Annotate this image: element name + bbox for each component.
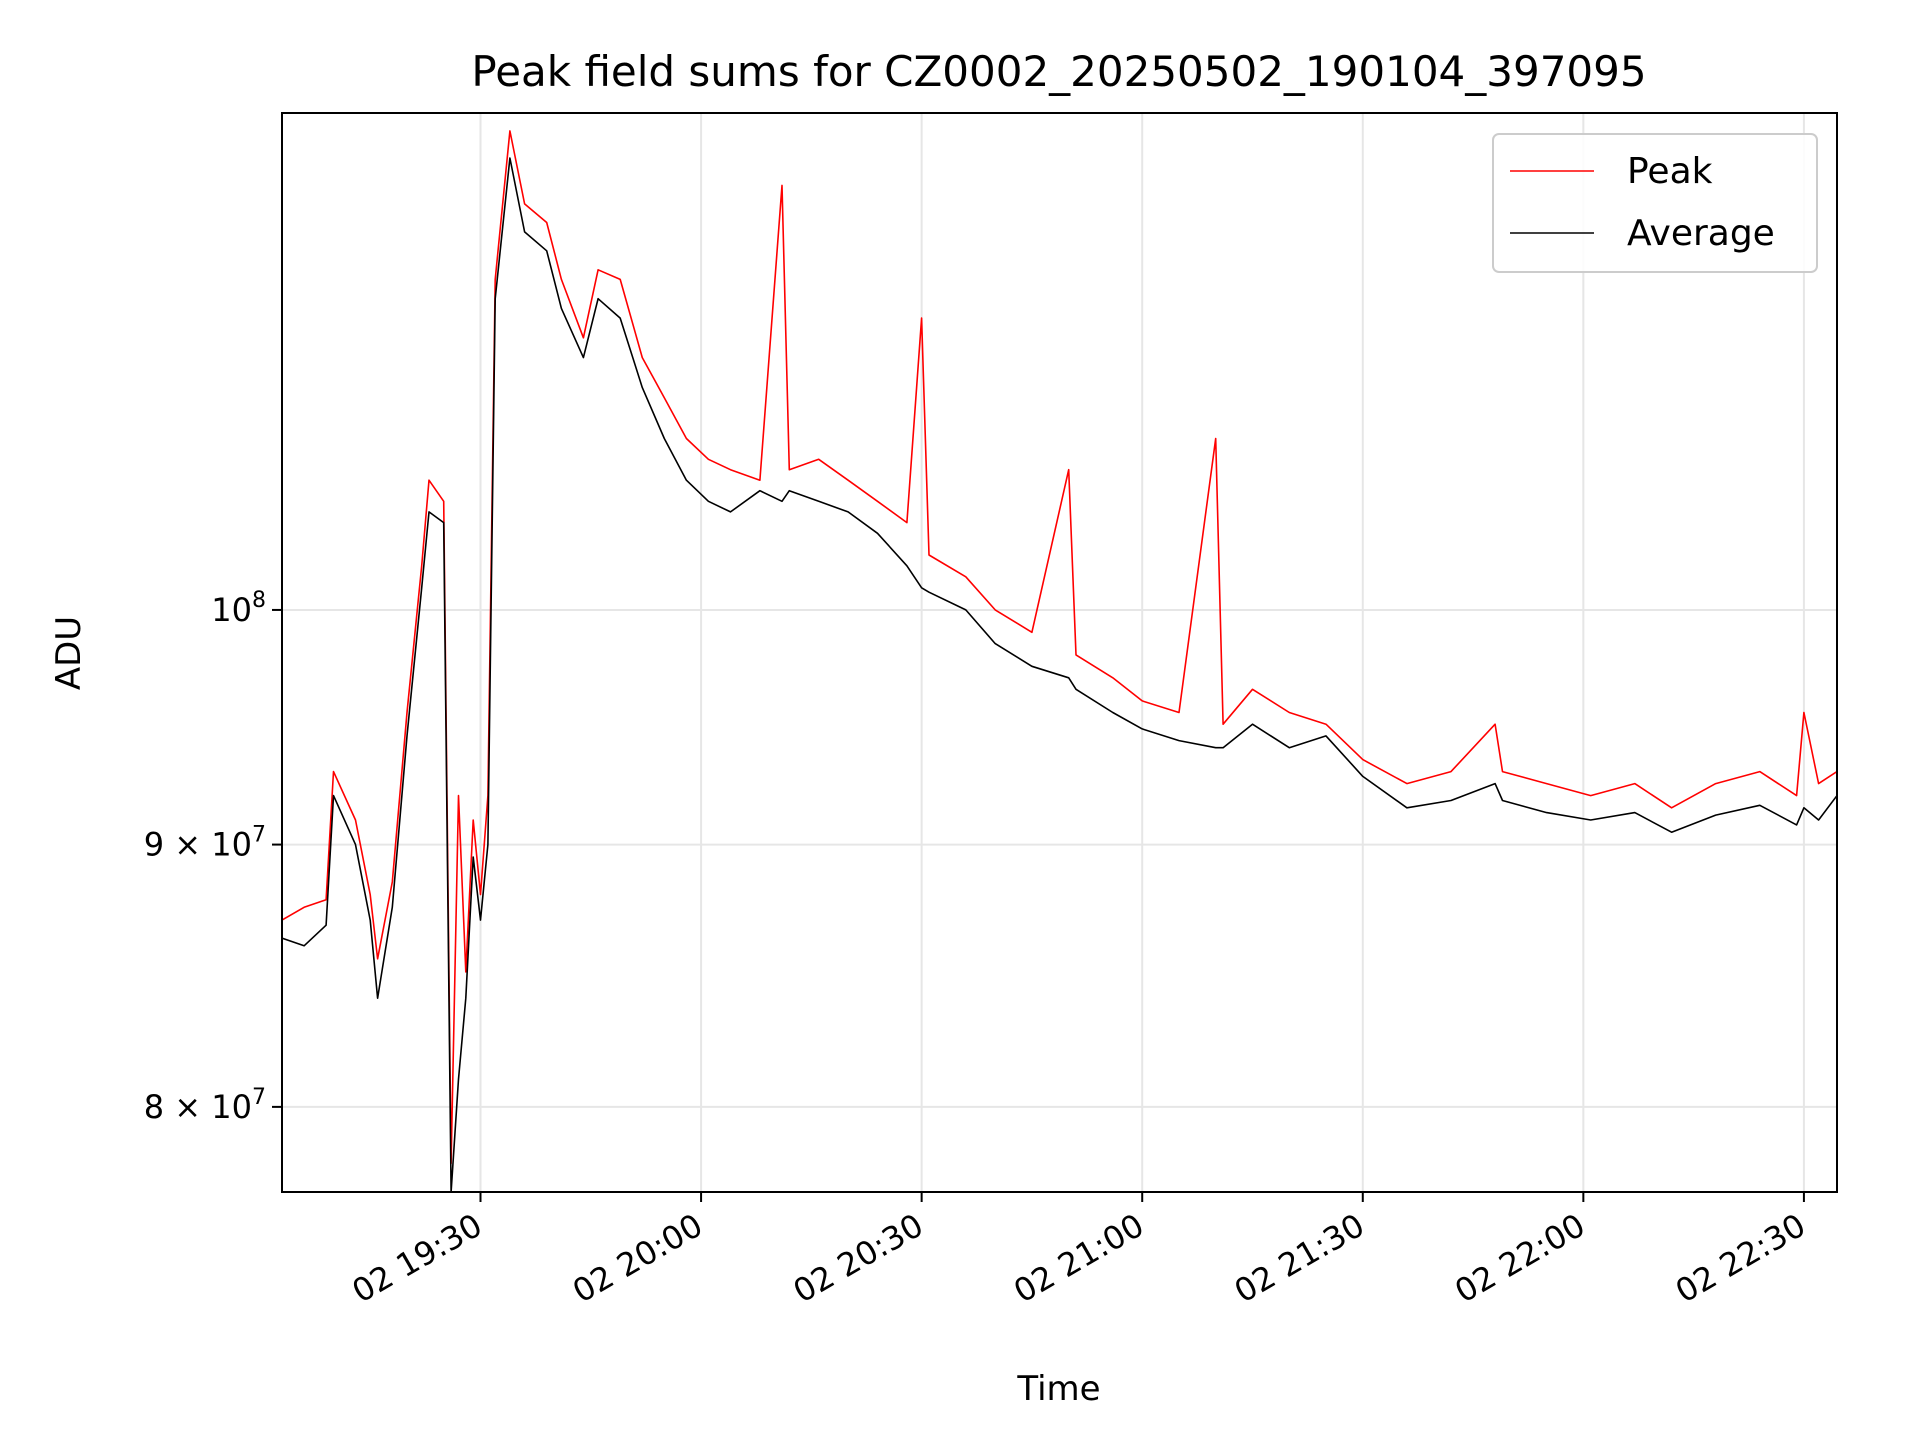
legend-box [1492, 133, 1818, 273]
legend-label-average: Average [1627, 213, 1775, 254]
legend: Peak Average [1492, 133, 1818, 273]
y-axis-title: ADU [49, 616, 89, 690]
gridlines [282, 113, 1837, 1192]
y-tick-label: 8 × 107 [144, 1085, 266, 1126]
y-tick-exponent: 7 [252, 1085, 266, 1110]
chart-title: Peak field sums for CZ0002_20250502_1901… [471, 47, 1646, 96]
y-tick-label: 9 × 107 [144, 823, 266, 864]
x-axis-title: Time [1016, 1369, 1100, 1409]
legend-label-peak: Peak [1627, 151, 1713, 192]
y-tick-base: 10 [211, 826, 252, 864]
plot-frame [281, 112, 1838, 1193]
y-tick-times: × [164, 1088, 211, 1126]
y-tick-exponent: 8 [252, 588, 266, 613]
series-line-average [282, 157, 1837, 1192]
y-tick-mantissa: 8 [144, 1088, 164, 1126]
y-tick-base: 10 [211, 591, 252, 629]
y-tick-mantissa: 9 [144, 826, 164, 864]
y-tick-exponent: 7 [252, 823, 266, 848]
series-lines [282, 130, 1837, 1192]
y-tick-times: × [164, 826, 211, 864]
y-tick-label: 108 [211, 588, 266, 629]
y-tick-base: 10 [211, 1088, 252, 1126]
